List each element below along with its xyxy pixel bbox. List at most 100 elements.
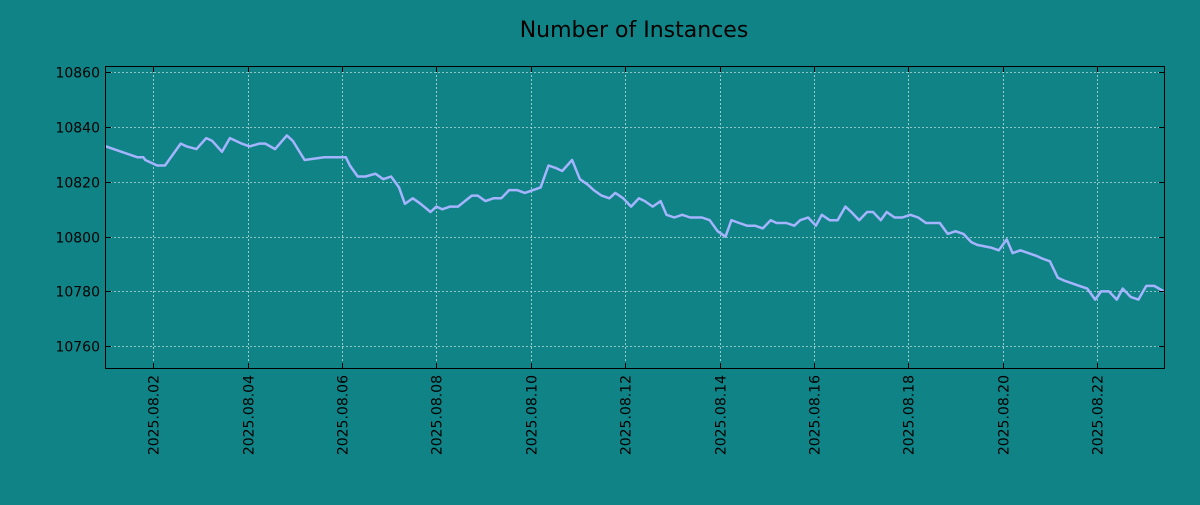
- data-point: [872, 211, 874, 213]
- data-point: [689, 216, 691, 219]
- data-point: [815, 225, 817, 227]
- y-tick-label: 10760: [55, 340, 100, 356]
- data-point: [500, 197, 502, 199]
- x-tick-label: 2025.08.14: [714, 375, 730, 455]
- series-layer: [104, 134, 1166, 301]
- data-point: [1006, 238, 1008, 240]
- data-point: [799, 219, 801, 221]
- x-tick-label: 2025.08.08: [430, 375, 446, 455]
- data-point: [429, 211, 432, 213]
- data-point: [304, 159, 306, 161]
- x-tick-label: 2025.08.02: [147, 375, 163, 455]
- data-point: [205, 137, 207, 139]
- data-point: [652, 206, 654, 208]
- data-point: [858, 219, 860, 221]
- data-point: [420, 203, 422, 205]
- data-point: [1071, 282, 1073, 284]
- data-point: [398, 186, 400, 188]
- data-point: [925, 222, 927, 224]
- data-point: [561, 170, 563, 172]
- data-point: [701, 216, 703, 219]
- x-axis: 2025.08.02 2025.08.04 2025.08.06 2025.08.08…: [147, 67, 1107, 455]
- data-point: [587, 184, 589, 186]
- series-line: [104, 134, 1166, 301]
- data-point: [516, 189, 518, 191]
- data-point: [555, 167, 557, 169]
- data-point: [901, 216, 904, 219]
- data-point: [508, 189, 510, 191]
- data-point: [681, 214, 683, 216]
- data-point: [776, 222, 778, 224]
- data-point: [998, 249, 1000, 251]
- data-point: [644, 200, 646, 202]
- grid-lines: [106, 67, 1164, 368]
- data-point: [866, 211, 868, 213]
- data-point: [673, 216, 675, 219]
- data-point: [579, 178, 581, 180]
- data-point: [844, 206, 847, 208]
- data-point: [1049, 260, 1051, 262]
- data-point: [917, 216, 919, 219]
- data-point: [1041, 257, 1043, 260]
- data-point: [622, 197, 624, 199]
- data-point: [329, 156, 331, 158]
- data-point: [186, 145, 188, 147]
- data-point: [939, 222, 941, 224]
- data-point: [211, 140, 213, 142]
- data-point: [156, 164, 158, 167]
- x-tick-label: 2025.08.20: [997, 375, 1013, 455]
- data-point: [1153, 285, 1155, 287]
- data-point: [524, 192, 526, 194]
- data-point: [136, 156, 139, 158]
- data-point: [829, 219, 831, 221]
- data-point: [614, 192, 616, 194]
- data-point: [1019, 249, 1022, 251]
- data-point: [850, 211, 852, 213]
- data-point: [357, 175, 359, 178]
- y-axis: 10760 10780 10800 10820 10840 10860: [55, 66, 1164, 356]
- data-point: [630, 206, 632, 208]
- data-point: [292, 140, 294, 142]
- data-point: [241, 143, 243, 145]
- data-point: [821, 214, 823, 216]
- data-point: [933, 222, 935, 224]
- data-point: [1057, 277, 1059, 279]
- data-point: [1012, 252, 1014, 254]
- data-point: [349, 164, 351, 167]
- data-point: [807, 216, 809, 219]
- data-point: [1086, 288, 1088, 290]
- data-point: [404, 203, 406, 205]
- data-point: [738, 222, 740, 224]
- data-point: [837, 219, 839, 221]
- data-point: [638, 197, 640, 199]
- data-point: [221, 151, 223, 153]
- data-point: [1145, 285, 1147, 287]
- data-point: [412, 197, 414, 199]
- data-point: [1100, 290, 1102, 292]
- data-point: [484, 200, 487, 202]
- data-point: [286, 134, 288, 136]
- data-point: [477, 195, 479, 197]
- data-point: [665, 214, 668, 216]
- x-tick-label: 2025.08.22: [1091, 375, 1107, 455]
- data-point: [970, 241, 972, 243]
- data-point: [144, 159, 146, 161]
- data-point: [258, 143, 260, 145]
- y-tick-label: 10780: [55, 285, 100, 301]
- data-point: [382, 178, 384, 180]
- data-point: [1130, 296, 1132, 298]
- data-point: [990, 247, 992, 249]
- data-point: [1035, 255, 1037, 257]
- data-point: [746, 225, 748, 227]
- data-point: [660, 200, 662, 202]
- data-point: [374, 173, 376, 175]
- data-point: [717, 230, 719, 232]
- data-point: [1027, 252, 1029, 254]
- data-point: [337, 156, 339, 158]
- data-point: [435, 206, 437, 208]
- data-point: [1063, 279, 1065, 281]
- data-point: [457, 206, 459, 208]
- data-point: [1094, 299, 1096, 301]
